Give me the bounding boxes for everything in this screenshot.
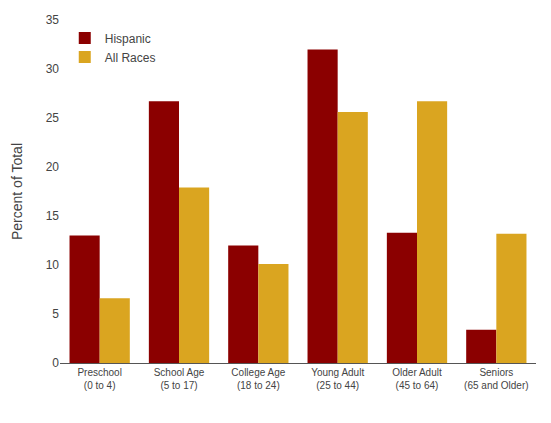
svg-text:15: 15	[46, 209, 60, 223]
svg-text:All Races: All Races	[105, 51, 156, 65]
svg-text:Percent of Total: Percent of Total	[9, 143, 25, 240]
svg-text:30: 30	[46, 62, 60, 76]
svg-text:10: 10	[46, 258, 60, 272]
svg-text:Hispanic: Hispanic	[105, 32, 151, 46]
svg-text:35: 35	[46, 13, 60, 27]
svg-text:School Age(5 to 17): School Age(5 to 17)	[154, 367, 205, 391]
svg-text:5: 5	[52, 307, 59, 321]
svg-text:20: 20	[46, 160, 60, 174]
svg-text:0: 0	[52, 356, 59, 370]
svg-text:Older Adult(45 to 64): Older Adult(45 to 64)	[392, 367, 442, 391]
svg-text:25: 25	[46, 111, 60, 125]
svg-text:Seniors(65 and Older): Seniors(65 and Older)	[464, 367, 528, 391]
svg-text:College Age(18 to 24): College Age(18 to 24)	[231, 367, 285, 391]
svg-text:Preschool(0 to 4): Preschool(0 to 4)	[77, 367, 121, 391]
svg-text:Young Adult(25 to 44): Young Adult(25 to 44)	[311, 367, 364, 391]
